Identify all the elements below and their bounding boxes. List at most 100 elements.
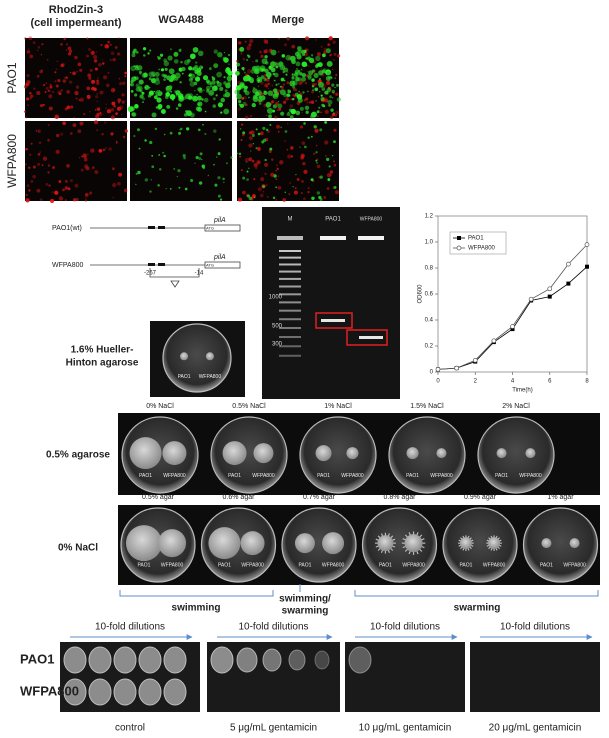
red-dot: [255, 166, 258, 169]
green-dot: [141, 91, 145, 95]
red-dot: [64, 199, 67, 201]
red-dot: [122, 135, 126, 139]
plate-dish: [361, 507, 438, 583]
green-dot: [289, 55, 296, 62]
red-dot: [296, 178, 300, 181]
ladder-band: [279, 263, 301, 266]
green-dot: [134, 104, 139, 109]
green-dot: [189, 112, 195, 118]
red-dot: [106, 109, 111, 114]
green-dot: [157, 103, 163, 109]
red-dot: [264, 39, 269, 44]
green-dot: [280, 77, 285, 82]
red-dot: [329, 170, 334, 174]
pcr-band: [359, 336, 383, 339]
red-dot: [26, 97, 30, 101]
green-dot: [220, 97, 225, 103]
green-dot: [328, 87, 330, 89]
marker-label: 500: [272, 324, 283, 330]
green-dot: [217, 176, 221, 180]
red-dot: [113, 104, 116, 108]
green-dot: [203, 89, 205, 91]
green-dot: [165, 86, 170, 91]
red-dot: [41, 43, 44, 46]
green-dot: [194, 76, 201, 82]
green-dot: [298, 90, 300, 93]
green-dot: [197, 50, 204, 57]
row-label: 0.5% agarose: [46, 450, 110, 461]
colony: [253, 443, 274, 464]
red-dot: [43, 84, 46, 87]
red-dot: [86, 54, 90, 58]
green-dot: [332, 112, 335, 115]
green-dot: [194, 90, 196, 92]
green-dot: [326, 71, 331, 76]
red-dot: [72, 71, 76, 76]
red-dot: [267, 82, 271, 86]
green-dot: [305, 110, 309, 114]
red-dot: [249, 91, 251, 93]
green-dot: [138, 147, 141, 150]
red-dot: [85, 197, 87, 199]
green-dot: [138, 79, 144, 85]
green-dot: [324, 120, 328, 124]
green-dot: [270, 61, 276, 68]
green-dot: [294, 72, 299, 77]
strain-label: PAO1(wt): [52, 225, 82, 232]
red-dot: [88, 97, 90, 100]
green-dot: [242, 97, 244, 99]
point: [454, 365, 459, 371]
green-dot: [272, 196, 276, 200]
highlight-box: [346, 329, 388, 346]
colony: [488, 537, 501, 550]
red-dot: [301, 111, 303, 114]
green-dot: [201, 164, 206, 168]
green-dot: [216, 81, 222, 88]
plate: PAO1 WFPA800: [281, 507, 357, 583]
red-dot: [327, 43, 331, 47]
strain-label: WFPA800: [341, 473, 364, 479]
strain-label: WFPA800: [483, 563, 506, 569]
green-dot: [321, 87, 326, 91]
red-dot: [98, 148, 103, 153]
green-dot: [222, 177, 225, 181]
red-dot: [47, 164, 51, 167]
green-dot: [234, 89, 240, 95]
column-subtitle: (cell impermeant): [30, 17, 121, 29]
red-dot: [107, 71, 110, 74]
green-dot: [165, 187, 167, 190]
red-dot: [26, 74, 30, 78]
red-dot: [268, 150, 272, 154]
red-dot: [36, 74, 40, 78]
green-dot: [163, 60, 170, 67]
red-dot: [263, 39, 268, 43]
green-dot: [154, 127, 158, 130]
red-dot: [260, 54, 264, 59]
ladder-band: [279, 318, 301, 321]
red-dot: [39, 103, 44, 108]
promoter-mark: [148, 263, 155, 266]
red-dot: [94, 108, 97, 111]
red-dot: [95, 114, 99, 119]
dilution-label: 10-fold dilutions: [238, 622, 308, 633]
red-dot: [68, 52, 72, 56]
red-dot: [288, 193, 291, 196]
strain-label: WFPA800: [163, 473, 186, 479]
red-dot: [240, 138, 243, 142]
green-dot: [217, 194, 221, 198]
red-dot: [65, 43, 69, 46]
red-dot: [96, 100, 98, 102]
red-dot: [28, 48, 30, 50]
point: [528, 296, 534, 302]
red-dot: [58, 180, 62, 183]
plate: PAO1 WFPA800: [200, 507, 277, 583]
red-dot: [102, 148, 106, 152]
marker-label: 1000: [269, 295, 283, 301]
green-dot: [228, 54, 230, 56]
strain-label: PAO1: [317, 473, 330, 479]
strain-label: WFPA800: [199, 374, 222, 380]
red-dot: [25, 147, 28, 151]
green-dot: [195, 155, 199, 160]
red-dot: [263, 49, 267, 54]
